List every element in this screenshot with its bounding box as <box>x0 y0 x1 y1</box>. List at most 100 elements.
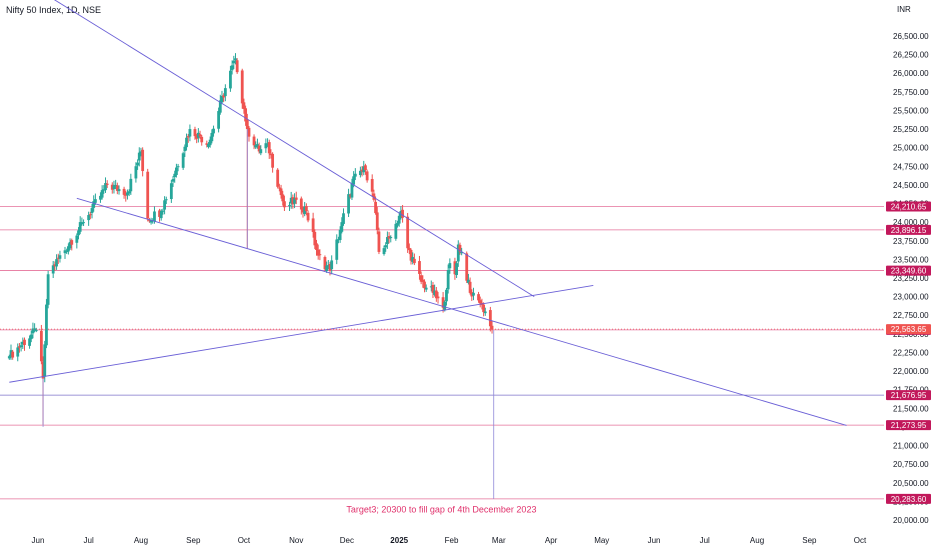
candle-body <box>445 289 448 302</box>
candle-body <box>205 143 209 145</box>
candle-body <box>141 149 145 172</box>
x-tick-label: Mar <box>492 536 506 545</box>
candle-body <box>33 328 37 331</box>
x-tick-label: Jun <box>32 536 45 545</box>
candle-body <box>21 341 25 345</box>
candle-body <box>281 194 285 202</box>
candle-body <box>384 245 388 248</box>
candle-body <box>78 222 82 232</box>
candle-body <box>99 195 102 200</box>
candle-body <box>242 102 246 109</box>
candle-body <box>41 361 45 379</box>
candle-body <box>115 185 119 191</box>
candle-body <box>293 198 296 204</box>
candle-body <box>193 129 197 137</box>
last-price-tag-text: 22,563.65 <box>891 325 927 334</box>
candle-body <box>470 292 474 297</box>
candle-body <box>385 237 389 245</box>
y-tick-label: 20,500.00 <box>893 479 929 488</box>
x-tick-label: May <box>594 536 609 545</box>
candle-body <box>70 240 74 245</box>
candle-body <box>477 294 480 301</box>
candle-body <box>105 183 109 185</box>
candle-body <box>374 201 377 214</box>
candle-body <box>196 132 200 138</box>
candle-body <box>66 246 70 252</box>
candle-body <box>9 350 13 357</box>
currency-label: INR <box>897 5 911 14</box>
candle-body <box>29 334 33 340</box>
candle-body <box>401 209 404 218</box>
candle-body <box>306 212 310 221</box>
y-tick-label: 23,500.00 <box>893 255 929 264</box>
candle-body <box>161 210 165 212</box>
candle-body <box>407 247 411 251</box>
candle-body <box>244 108 248 122</box>
candle-body <box>347 194 350 214</box>
candle-body <box>453 261 457 275</box>
candle-body <box>326 265 330 267</box>
candle-body <box>92 201 96 208</box>
y-tick-label: 20,000.00 <box>893 516 929 525</box>
level-price-tag <box>886 224 931 235</box>
candle-body <box>31 328 35 334</box>
candle-body <box>134 166 138 179</box>
candle-body <box>173 173 177 178</box>
x-tick-label: Nov <box>289 536 303 545</box>
candle-body <box>163 200 166 210</box>
x-tick-label: Oct <box>854 536 867 545</box>
candle-body <box>112 185 116 190</box>
candle-body <box>271 153 275 168</box>
candle-body <box>411 257 415 262</box>
level-price-tag-text: 24,210.65 <box>891 202 927 211</box>
candle-body <box>409 249 413 261</box>
candle-body <box>90 208 94 214</box>
candle-body <box>127 191 131 194</box>
trendline <box>76 197 847 426</box>
candle-body <box>316 249 320 256</box>
candle-body <box>443 301 447 310</box>
candle-body <box>28 338 31 346</box>
y-tick-label: 25,250.00 <box>893 125 929 134</box>
level-price-tag <box>886 265 931 276</box>
y-tick-label: 23,750.00 <box>893 237 929 246</box>
candle-body <box>318 254 322 256</box>
candle-body <box>51 265 55 274</box>
x-tick-label: Jun <box>648 536 661 545</box>
level-price-tag-text: 21,273.95 <box>891 421 927 430</box>
candle-body <box>65 250 69 253</box>
y-tick-label: 23,250.00 <box>893 274 929 283</box>
x-tick-label: Dec <box>340 536 354 545</box>
candle-body <box>220 96 224 103</box>
candle-body <box>88 214 92 216</box>
candle-body <box>441 297 445 308</box>
candle-body <box>117 189 121 192</box>
candle-body <box>175 167 178 176</box>
candle-body <box>482 304 486 313</box>
x-tick-label: Feb <box>445 536 459 545</box>
candle-body <box>483 311 487 314</box>
candle-body <box>421 279 425 282</box>
candle-body <box>291 197 295 205</box>
candle-body <box>394 223 398 239</box>
candle-body <box>139 151 143 155</box>
y-tick-label: 22,250.00 <box>893 348 929 357</box>
candle-body <box>230 65 234 71</box>
candle-body <box>186 136 190 138</box>
candle-body <box>377 231 381 252</box>
candle-body <box>299 198 303 210</box>
candle-body <box>171 179 175 182</box>
candle-body <box>247 127 251 137</box>
candle-body <box>311 218 315 232</box>
candle-body <box>364 165 367 171</box>
candle-body <box>279 188 283 196</box>
candle-body <box>468 281 472 293</box>
last-price-tag <box>886 324 931 335</box>
candle-body <box>234 58 237 61</box>
candle-body <box>337 239 340 241</box>
y-tick-label: 26,000.00 <box>893 69 929 78</box>
level-price-tag <box>886 493 931 504</box>
candle-body <box>372 193 376 200</box>
candle-body <box>53 264 57 267</box>
